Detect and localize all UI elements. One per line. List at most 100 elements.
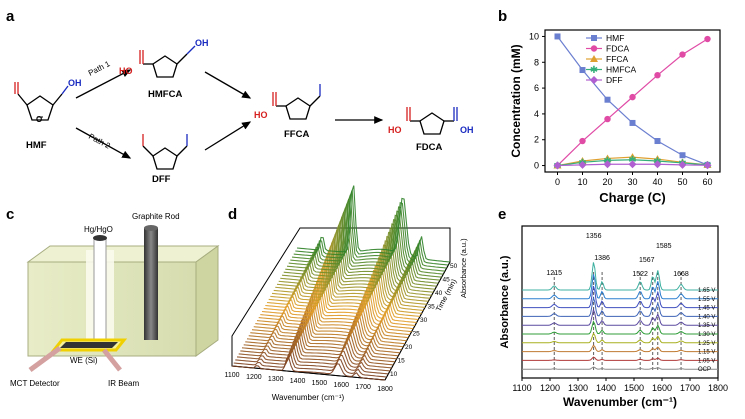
graphite-rod — [144, 228, 158, 340]
data-point — [679, 51, 686, 58]
x-tick-label: 1100 — [224, 372, 239, 379]
working-electrode-inner — [60, 342, 118, 348]
label-hmfca: HMFCA — [148, 89, 182, 100]
x-tick-label: 1300 — [568, 383, 588, 393]
x-tick-label: 60 — [702, 177, 712, 187]
spectrum-trace — [231, 356, 386, 381]
series-line-fdca — [557, 38, 708, 166]
reference-electrode — [93, 237, 107, 343]
legend-label: HMFCA — [606, 65, 637, 75]
x-tick-label: 1500 — [624, 383, 644, 393]
y-tick-label: 2 — [534, 135, 539, 145]
spectrum-trace — [241, 330, 396, 363]
path1-label: Path 1 — [87, 59, 112, 78]
z-tick-label: 35 — [428, 304, 436, 311]
ring-oxygen: O — [36, 115, 42, 124]
x-axis-title: Charge (C) — [599, 190, 665, 205]
data-point — [554, 33, 561, 40]
spectrum-line — [522, 356, 718, 361]
data-point — [590, 45, 598, 52]
label-mct: MCT Detector — [10, 379, 60, 388]
x-tick-label: 1800 — [708, 383, 728, 393]
x-tick-label: 30 — [627, 177, 637, 187]
spectrum-line — [522, 332, 718, 344]
peak-label: 1668 — [673, 271, 689, 278]
spectrum-trace — [248, 312, 402, 351]
molecule-hmfca: HO OH — [119, 38, 209, 78]
ffca-ho: HO — [254, 110, 268, 120]
legend-label: FFCA — [606, 54, 629, 64]
arrow-dff-ffca — [204, 121, 252, 151]
x-tick-label: 1300 — [268, 376, 284, 383]
data-point — [553, 161, 562, 170]
spectrum-trace — [256, 289, 411, 336]
data-point — [579, 67, 586, 74]
z-tick-label: 45 — [443, 277, 451, 284]
chart-e: 1100 1200 1300 1400 1500 1600 1700 1800 Wavenumb… — [499, 225, 728, 409]
cell-schematic — [26, 225, 220, 373]
series-label: 1.35 V — [698, 323, 715, 329]
spectrum-line — [522, 308, 718, 326]
molecule-fdca: HO OH — [388, 107, 474, 135]
series-label: 1.05 V — [698, 358, 715, 364]
x-tick-label: 1600 — [333, 382, 349, 389]
z-tick-label: 30 — [420, 317, 428, 324]
spectrum-trace — [233, 352, 387, 378]
x-tick-label: 40 — [652, 177, 662, 187]
spectrum-line — [522, 320, 718, 335]
arrow-hmfca-ffca — [204, 71, 252, 99]
y-tick-label: 10 — [529, 31, 539, 41]
path2-label: Path 2 — [87, 132, 112, 151]
label-we: WE (Si) — [70, 356, 98, 365]
x-tick-label: 0 — [555, 177, 560, 187]
molecule-hmf: O OH — [14, 78, 82, 124]
spectrum-trace — [293, 194, 447, 269]
z-tick-label: 20 — [405, 344, 413, 351]
x-tick-label: 1200 — [246, 374, 262, 381]
series-label: 1.30 V — [698, 332, 715, 338]
mct-beam — [28, 345, 62, 373]
data-point — [579, 137, 586, 145]
y-tick-label: 4 — [534, 109, 539, 119]
data-point — [703, 161, 712, 170]
peak-label: 1522 — [632, 271, 648, 278]
data-point — [604, 96, 611, 103]
spectrum-trace — [236, 343, 391, 372]
series-label: 1.25 V — [698, 341, 715, 347]
data-point — [604, 115, 611, 123]
legend-label: DFF — [606, 75, 623, 85]
spectrum-trace — [240, 334, 394, 366]
peak-label: 1215 — [546, 270, 562, 277]
spectrum-trace — [253, 298, 407, 342]
peak-label: 1567 — [639, 257, 655, 264]
spectrum-trace — [255, 294, 409, 339]
y-axis-title: Concentration (mM) — [509, 44, 523, 157]
spectrum-line — [522, 274, 718, 300]
x-tick-label: 1200 — [540, 383, 560, 393]
spectrum-trace — [245, 321, 399, 357]
data-point — [654, 138, 661, 145]
y-tick-label: 6 — [534, 83, 539, 93]
cell-top-face — [26, 245, 220, 263]
series-label: 1.55 V — [698, 297, 715, 303]
hmf-oh: OH — [68, 78, 82, 88]
data-point — [628, 160, 637, 169]
x-tick-label: 1500 — [312, 380, 328, 387]
label-fdca: FDCA — [416, 142, 443, 153]
x-tick-label: 1100 — [512, 383, 531, 393]
series-label: 1.15 V — [698, 350, 715, 356]
panel-label-b: b — [498, 8, 507, 25]
data-point: ✱ — [590, 65, 598, 76]
label-hmf: HMF — [26, 140, 47, 151]
y-tick-label: 0 — [534, 161, 539, 171]
plot-frame — [544, 29, 721, 173]
label-ref: Hg/HgO — [84, 225, 113, 234]
y-tick-label: 8 — [534, 57, 539, 67]
data-point — [603, 154, 612, 162]
data-point — [679, 152, 686, 159]
series-label: 1.40 V — [698, 314, 715, 320]
spectrum-trace — [235, 348, 389, 375]
x-tick-label: 1600 — [652, 383, 672, 393]
cell-side-face — [195, 245, 219, 357]
